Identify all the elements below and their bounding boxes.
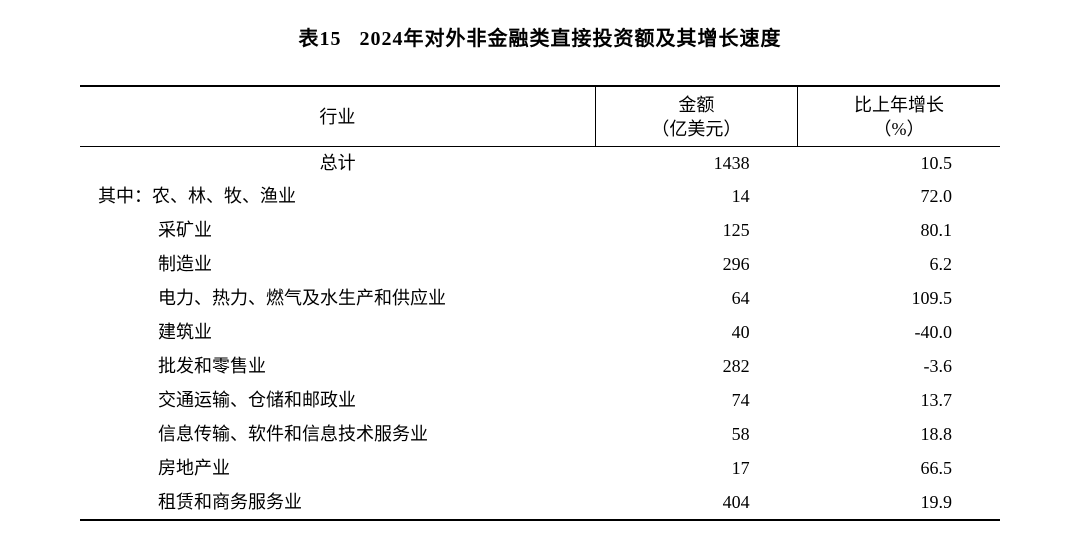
row-industry-label: 信息传输、软件和信息技术服务业	[88, 421, 428, 449]
row-industry: 采矿业	[80, 214, 595, 248]
page: 表15 2024年对外非金融类直接投资额及其增长速度 行业 金额 （亿美元） 比…	[0, 0, 1080, 551]
row-industry: 房地产业	[80, 452, 595, 486]
row-growth: 6.2	[798, 248, 1000, 282]
row-amount: 58	[595, 418, 797, 452]
col-growth-header: 比上年增长 （%）	[798, 86, 1000, 146]
row-industry: 租赁和商务服务业	[80, 486, 595, 521]
col-growth-label-1: 比上年增长	[854, 95, 944, 115]
table-row: 建筑业 40-40.0	[80, 316, 1000, 350]
caption-main: 2024年对外非金融类直接投资额及其增长速度	[360, 28, 782, 50]
row-growth: -3.6	[798, 350, 1000, 384]
row-amount: 17	[595, 452, 797, 486]
row-industry-label: 电力、热力、燃气及水生产和供应业	[88, 285, 446, 313]
row-growth: 18.8	[798, 418, 1000, 452]
header-row: 行业 金额 （亿美元） 比上年增长 （%）	[80, 86, 1000, 146]
row-amount: 404	[595, 486, 797, 521]
row-growth: 109.5	[798, 282, 1000, 316]
table-row: 制造业 2966.2	[80, 248, 1000, 282]
caption-prefix: 表15	[299, 28, 342, 50]
row-amount: 282	[595, 350, 797, 384]
row-industry: 制造业	[80, 248, 595, 282]
row-industry-label: 房地产业	[88, 455, 230, 483]
table-row: 租赁和商务服务业 40419.9	[80, 486, 1000, 521]
table-row: 信息传输、软件和信息技术服务业 5818.8	[80, 418, 1000, 452]
row-industry: 批发和零售业	[80, 350, 595, 384]
row-growth: 66.5	[798, 452, 1000, 486]
row-industry: 交通运输、仓储和邮政业	[80, 384, 595, 418]
col-industry-label: 行业	[319, 107, 355, 127]
row-industry-label: 租赁和商务服务业	[88, 489, 302, 517]
row-amount: 40	[595, 316, 797, 350]
row-industry-label: 建筑业	[88, 319, 212, 347]
total-row: 总计 1438 10.5	[80, 146, 1000, 180]
row-industry-label: 其中：农、林、牧、渔业	[88, 183, 296, 211]
table-row: 房地产业 1766.5	[80, 452, 1000, 486]
table-row: 其中：农、林、牧、渔业 1472.0	[80, 180, 1000, 214]
table-row: 交通运输、仓储和邮政业 7413.7	[80, 384, 1000, 418]
col-amount-label-2: （亿美元）	[651, 119, 741, 139]
col-growth-label-2: （%）	[874, 119, 925, 139]
row-industry: 建筑业	[80, 316, 595, 350]
table-body: 总计 1438 10.5 其中：农、林、牧、渔业 1472.0 采矿业 12580.1…	[80, 146, 1000, 520]
row-industry: 信息传输、软件和信息技术服务业	[80, 418, 595, 452]
row-growth: 13.7	[798, 384, 1000, 418]
row-growth: 80.1	[798, 214, 1000, 248]
row-growth: 19.9	[798, 486, 1000, 521]
row-industry-label: 采矿业	[88, 217, 212, 245]
row-amount: 64	[595, 282, 797, 316]
table-row: 采矿业 12580.1	[80, 214, 1000, 248]
col-amount-header: 金额 （亿美元）	[595, 86, 797, 146]
table-header: 行业 金额 （亿美元） 比上年增长 （%）	[80, 86, 1000, 146]
investment-table: 行业 金额 （亿美元） 比上年增长 （%） 总计 1438 10.5 其中：农、…	[80, 85, 1000, 521]
row-amount: 74	[595, 384, 797, 418]
row-industry: 电力、热力、燃气及水生产和供应业	[80, 282, 595, 316]
total-label: 总计	[80, 146, 595, 180]
row-growth: 72.0	[798, 180, 1000, 214]
col-industry-header: 行业	[80, 86, 595, 146]
row-growth: -40.0	[798, 316, 1000, 350]
row-industry-label: 交通运输、仓储和邮政业	[88, 387, 356, 415]
row-industry-label: 批发和零售业	[88, 353, 266, 381]
table-caption: 表15 2024年对外非金融类直接投资额及其增长速度	[80, 22, 1000, 51]
row-industry: 其中：农、林、牧、渔业	[80, 180, 595, 214]
row-amount: 14	[595, 180, 797, 214]
table-row: 电力、热力、燃气及水生产和供应业 64109.5	[80, 282, 1000, 316]
total-growth: 10.5	[798, 146, 1000, 180]
row-amount: 296	[595, 248, 797, 282]
table-row: 批发和零售业 282-3.6	[80, 350, 1000, 384]
row-amount: 125	[595, 214, 797, 248]
total-amount: 1438	[595, 146, 797, 180]
col-amount-label-1: 金额	[678, 95, 714, 115]
row-industry-label: 制造业	[88, 251, 212, 279]
